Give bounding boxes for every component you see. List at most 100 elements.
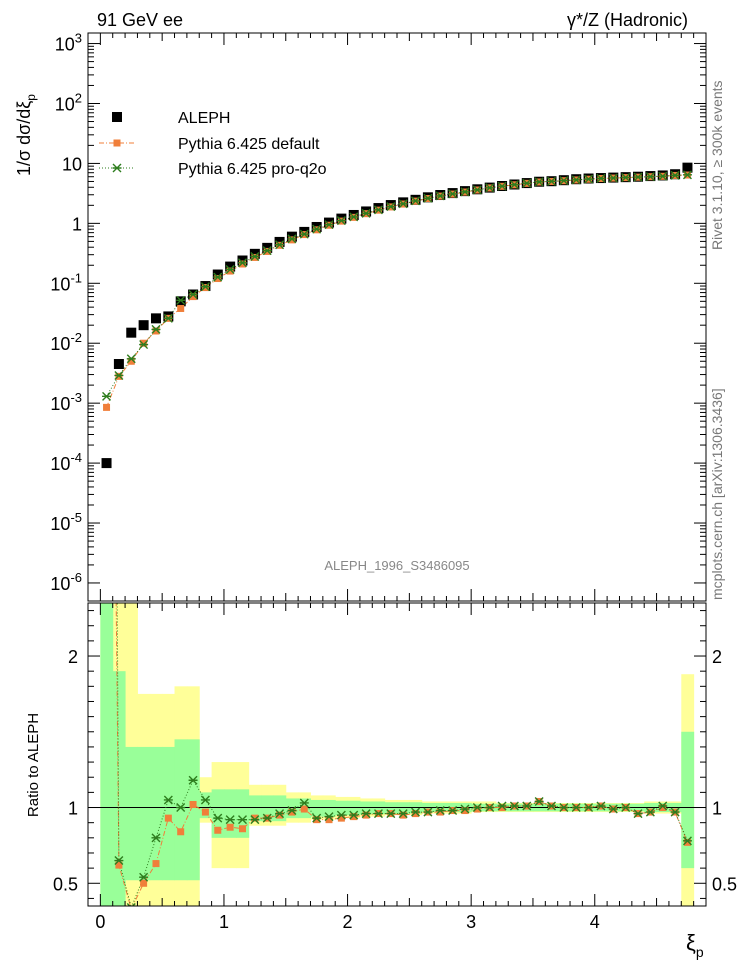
ratio-proq2o-point-glyph [559, 803, 569, 813]
aleph-data-point [249, 248, 260, 259]
uncertainty-band-inner [322, 799, 336, 817]
ratio-proq2o-point [287, 806, 297, 816]
ratio-default-point [140, 879, 148, 887]
proq2o-series-point [287, 234, 297, 244]
default-series-point [177, 304, 185, 312]
proq2o-series-point-glyph [645, 172, 655, 182]
proq2o-series-point-glyph [373, 205, 383, 215]
ratio-proq2o-point-glyph [163, 795, 173, 805]
ratio-y-tick-label-right: 0.5 [712, 874, 737, 894]
ratio-x-tick-label: 1 [219, 912, 229, 932]
ratio-proq2o-point [126, 903, 136, 906]
ratio-proq2o-point [324, 812, 334, 822]
ratio-default-point [683, 838, 691, 846]
main-y-axis-label-main: 1/σ dσ/dξ [14, 101, 34, 176]
main-y-tick-base: 10 [50, 574, 70, 594]
proq2o-series-point [522, 178, 532, 188]
ratio-proq2o-point [485, 803, 495, 813]
proq2o-series-point [126, 354, 136, 364]
uncertainty-band-inner [100, 603, 114, 906]
aleph-data-point [126, 327, 137, 338]
proq2o-series-point-glyph [584, 174, 594, 184]
proq2o-series-point-glyph [658, 171, 668, 181]
ratio-proq2o-point [386, 809, 396, 819]
proq2o-series-point-glyph [299, 229, 309, 239]
proq2o-series-point-glyph [633, 172, 643, 182]
uncertainty-band-inner [125, 746, 138, 881]
ratio-proq2o-point [250, 815, 260, 825]
ratio-proq2o-point-glyph [682, 836, 692, 846]
main-y-axis-label-sub: p [24, 94, 38, 101]
ratio-proq2o-point-glyph [299, 798, 309, 808]
proq2o-series-point [547, 176, 556, 186]
ratio-proq2o-point [460, 804, 470, 814]
ratio-y-tick-label: 1 [68, 799, 78, 819]
proq2o-series-point-glyph [670, 170, 680, 180]
ratio-proq2o-point-glyph [534, 796, 544, 806]
ratio-proq2o-point-glyph [213, 813, 223, 823]
proq2o-series-point [114, 370, 124, 380]
proq2o-series-point [435, 191, 445, 201]
proq2o-series-point [299, 229, 309, 239]
proq2o-series-point-glyph [621, 173, 631, 183]
ratio-proq2o-point-glyph [225, 815, 235, 825]
main-y-tick-base: 10 [55, 94, 75, 114]
ratio-proq2o-point-glyph [188, 775, 198, 785]
ratio-x-axis-label: ξp [686, 930, 704, 960]
ratio-x-axis-label-main: ξ [686, 930, 696, 955]
header-right: γ*/Z (Hadronic) [567, 10, 688, 30]
proq2o-series-point [373, 205, 383, 215]
ratio-default-point [177, 828, 185, 836]
proq2o-series-point [460, 187, 470, 197]
ratio-proq2o-point [151, 833, 161, 843]
ratio-proq2o-point [448, 806, 458, 816]
legend-label: Pythia 6.425 pro-q2o [178, 161, 327, 178]
ratio-x-tick-label: 0 [95, 912, 105, 932]
main-y-tick-exponent: -4 [70, 450, 82, 465]
proq2o-series-point [213, 272, 223, 282]
ratio-proq2o-point [200, 795, 210, 805]
ratio-proq2o-point-glyph [386, 809, 396, 819]
proq2o-series-point-glyph [571, 175, 581, 185]
ratio-default-point [214, 826, 222, 834]
ratio-proq2o-point-glyph [262, 813, 272, 823]
proq2o-series-point-glyph [386, 202, 396, 212]
ratio-proq2o-point [176, 803, 186, 813]
proq2o-series-point [509, 180, 519, 190]
ratio-proq2o-point-glyph [151, 833, 161, 843]
ratio-proq2o-point-glyph [472, 803, 482, 813]
default-series-point [127, 357, 135, 365]
ratio-proq2o-point [670, 807, 680, 817]
ratio-proq2o-point-glyph [670, 807, 680, 817]
ratio-proq2o-point [225, 815, 235, 825]
proq2o-series-point [682, 170, 692, 180]
proq2o-series-point-glyph [287, 234, 297, 244]
ratio-default-point [288, 808, 296, 816]
legend-proq2o-marker-glyph [112, 163, 122, 173]
main-y-tick-label: 1 [72, 214, 82, 234]
proq2o-series-point-glyph [522, 178, 532, 188]
ratio-proq2o-point-glyph [522, 801, 532, 811]
ratio-default-point [189, 800, 197, 808]
ratio-default-point [436, 808, 444, 816]
legend: ALEPH Pythia 6.425 default Pythia 6.425 pr… [99, 110, 327, 178]
legend-aleph-marker [112, 112, 122, 122]
ratio-proq2o-point [522, 801, 532, 811]
ratio-proq2o-point-glyph [250, 815, 260, 825]
proq2o-series-point-glyph [411, 196, 421, 206]
ratio-proq2o-point-glyph [373, 809, 383, 819]
ratio-proq2o-point [275, 809, 285, 819]
ratio-default-point [152, 860, 160, 868]
ratio-proq2o-point-glyph [460, 804, 470, 814]
ratio-proq2o-point-glyph [398, 809, 408, 819]
proq2o-series-point [559, 176, 569, 186]
aleph-data-point [682, 162, 693, 173]
proq2o-series-point-glyph [324, 220, 334, 230]
legend-proq2o-marker [112, 163, 122, 173]
aleph-data-point [262, 242, 273, 253]
uncertainty-band-inner [162, 746, 176, 881]
ratio-proq2o-point [497, 801, 507, 811]
proq2o-series-point [262, 246, 272, 256]
main-y-tick-label: 10-6 [50, 570, 82, 594]
ratio-proq2o-point-glyph [571, 803, 581, 813]
